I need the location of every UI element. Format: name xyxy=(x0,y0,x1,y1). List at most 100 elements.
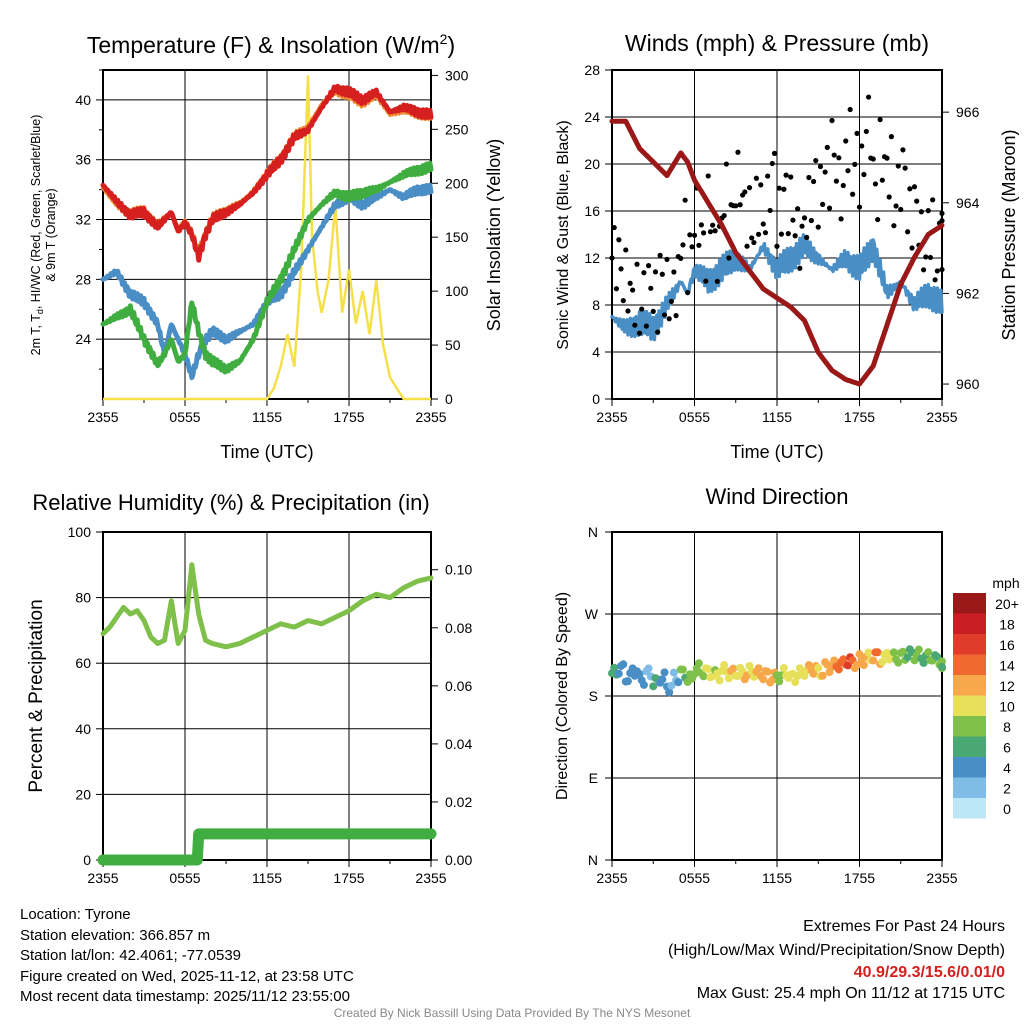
y2-axis-label: Station Pressure (Maroon) xyxy=(999,129,1019,340)
wind-direction-point xyxy=(938,662,946,671)
gust-point xyxy=(737,202,743,208)
gust-point xyxy=(920,267,927,273)
gust-point xyxy=(852,161,858,167)
max-gust-text: Max Gust: 25.4 mph On 11/12 at 1715 UTC xyxy=(696,985,1005,1002)
gust-point xyxy=(831,152,837,158)
wind-direction-point xyxy=(660,668,669,677)
gust-point xyxy=(795,206,801,212)
wind-direction-point xyxy=(938,657,946,666)
wind-direction-point xyxy=(894,658,903,667)
gust-point xyxy=(930,197,936,203)
gust-point xyxy=(680,242,686,248)
x-tick-label: 2355 xyxy=(87,409,118,425)
gust-point xyxy=(611,224,617,231)
gust-point xyxy=(939,218,945,224)
wind-direction-point xyxy=(649,682,658,691)
sonic-wind-line xyxy=(610,233,944,342)
colorbar-swatch xyxy=(953,613,986,634)
gust-point xyxy=(609,255,615,261)
gust-point xyxy=(632,322,638,328)
gust-point xyxy=(652,269,659,275)
y-tick-label: 16 xyxy=(584,203,600,219)
colorbar-swatch xyxy=(953,593,986,614)
wind-direction-point xyxy=(818,671,827,680)
gust-point xyxy=(689,244,695,250)
wind-direction-point xyxy=(898,647,907,656)
y2-tick-label: 962 xyxy=(956,285,980,301)
x-tick-label: 2355 xyxy=(415,409,446,425)
gust-point xyxy=(751,239,757,246)
gust-point xyxy=(648,285,654,291)
panel-1-title: Temperature (F) & Insolation (W/m2) xyxy=(87,31,455,58)
gust-point xyxy=(884,155,890,161)
colorbar-label: 20+ xyxy=(995,596,1019,612)
gust-point xyxy=(838,216,844,222)
wind-direction-point xyxy=(635,670,644,679)
station-info: Location: Tyrone Station elevation: 366.… xyxy=(20,905,354,1008)
gust-point xyxy=(822,169,828,175)
x-tick-label: 1755 xyxy=(844,409,875,425)
recent-data-text: Most recent data timestamp: 2025/11/12 2… xyxy=(20,988,350,1005)
location-text: Location: Tyrone xyxy=(20,906,131,923)
gust-point xyxy=(762,230,769,236)
wind-direction-point xyxy=(699,672,708,681)
gust-point xyxy=(703,278,709,284)
gust-point xyxy=(696,242,702,248)
gust-point xyxy=(847,106,853,113)
panel-2-title: Winds (mph) & Pressure (mb) xyxy=(625,30,929,56)
wind-direction-point xyxy=(623,677,632,686)
y-tick-label: 100 xyxy=(68,524,92,540)
gust-point xyxy=(836,155,842,161)
gust-point xyxy=(774,243,780,249)
gust-point xyxy=(643,323,649,329)
wind-direction-point xyxy=(814,663,823,672)
gust-point xyxy=(918,209,924,215)
gust-point xyxy=(843,138,849,144)
dewpoint-line xyxy=(100,160,434,375)
y2-tick-label: 966 xyxy=(956,104,980,120)
y2-tick-label: 0.02 xyxy=(445,794,472,810)
gust-point xyxy=(934,268,940,274)
y-tick-label: N xyxy=(588,852,598,868)
colorbar-swatch xyxy=(953,654,986,675)
gust-point xyxy=(927,254,934,261)
gust-point xyxy=(733,203,739,209)
y-tick-label: 4 xyxy=(592,344,600,360)
gust-point xyxy=(886,194,892,200)
x-tick-label: 1155 xyxy=(762,409,792,425)
y2-tick-label: 150 xyxy=(445,229,469,245)
gust-point xyxy=(817,163,824,170)
gust-point xyxy=(893,203,899,209)
gust-point xyxy=(623,247,629,253)
colorbar-label: 12 xyxy=(999,678,1015,694)
gust-point xyxy=(923,254,929,260)
y-axis-label: Direction (Colored By Speed) xyxy=(554,592,571,800)
y-axis-label-line2: & 9m T (Orange) xyxy=(44,188,58,281)
wind-direction-point xyxy=(873,648,882,657)
gust-point xyxy=(905,229,911,235)
gust-point xyxy=(872,181,879,187)
y-tick-label: 20 xyxy=(75,786,91,802)
gust-point xyxy=(788,174,794,180)
x-tick-label: 0555 xyxy=(679,870,710,886)
y2-tick-label: 50 xyxy=(445,337,461,353)
gust-point xyxy=(664,256,670,262)
gust-point xyxy=(618,266,624,272)
colorbar-label: 2 xyxy=(1003,781,1011,797)
x-tick-label: 0555 xyxy=(679,409,710,425)
gust-point xyxy=(691,232,698,238)
created-text: Figure created on Wed, 2025-11-12, at 23… xyxy=(20,967,354,985)
gust-point xyxy=(767,207,773,214)
y-tick-label: 80 xyxy=(75,590,91,606)
gust-point xyxy=(792,233,798,239)
y2-tick-label: 100 xyxy=(445,283,469,299)
y-tick-label: 40 xyxy=(75,721,91,737)
x-tick-label: 1755 xyxy=(333,870,364,886)
gust-point xyxy=(776,185,782,191)
gust-point xyxy=(641,270,647,276)
gust-point xyxy=(705,173,711,179)
gust-point xyxy=(721,212,727,219)
temperature-line xyxy=(100,83,434,263)
gust-point xyxy=(769,160,775,167)
